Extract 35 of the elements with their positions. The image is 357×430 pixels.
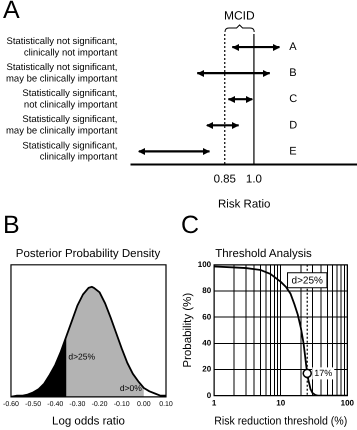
x-axis-title: Log odds ratio — [52, 415, 125, 428]
y-tick-label: Statistically significant, clinically important — [22, 140, 118, 163]
y-tick-label: Statistically not significant, clinically not important — [6, 36, 118, 58]
y-tick-label: 0 — [206, 390, 212, 400]
x-axis-title: Risk Ratio — [218, 198, 270, 210]
y-tick-label: 20 — [202, 364, 212, 374]
y-tick-label: 40 — [202, 338, 212, 348]
y-tick-label: Statistically not significant, may be clinically important — [6, 62, 118, 84]
y-tick-label: 60 — [202, 312, 212, 322]
y-tick-label: 100 — [198, 260, 212, 270]
y-tick-label: 80 — [202, 286, 212, 296]
text: C — [181, 211, 200, 239]
x-tick-label: 0.85 — [214, 173, 236, 186]
series-label: d>25% — [68, 352, 96, 362]
x-tick-label: 100 — [340, 398, 355, 408]
ref-line-label: d>25% — [292, 276, 324, 287]
y-tick-label: Statistically significant, may be clinically important — [6, 114, 118, 137]
x-tick-label: 1 — [212, 398, 217, 408]
series-label: d>0% — [120, 383, 142, 394]
data-label: B — [289, 67, 297, 80]
text: B — [3, 211, 20, 239]
text: MCID — [224, 8, 255, 22]
x-tick-label: 1.0 — [246, 173, 262, 186]
data-label: A — [289, 41, 298, 54]
data-label: 17% — [314, 368, 332, 378]
data-label: C — [289, 93, 298, 106]
chart-title: Posterior Probability Density — [16, 248, 160, 260]
data-label: D — [289, 119, 298, 132]
x-axis-title: Risk reduction threshold (%) — [214, 414, 348, 428]
y-tick-label: Statistically significant, not clinically important — [22, 88, 118, 111]
x-tick-label: 10 — [276, 398, 286, 408]
text: A — [3, 0, 20, 24]
data-label: E — [289, 145, 297, 158]
chart-title: Threshold Analysis — [215, 248, 312, 260]
y-axis-title: Probability (%) — [182, 292, 194, 368]
